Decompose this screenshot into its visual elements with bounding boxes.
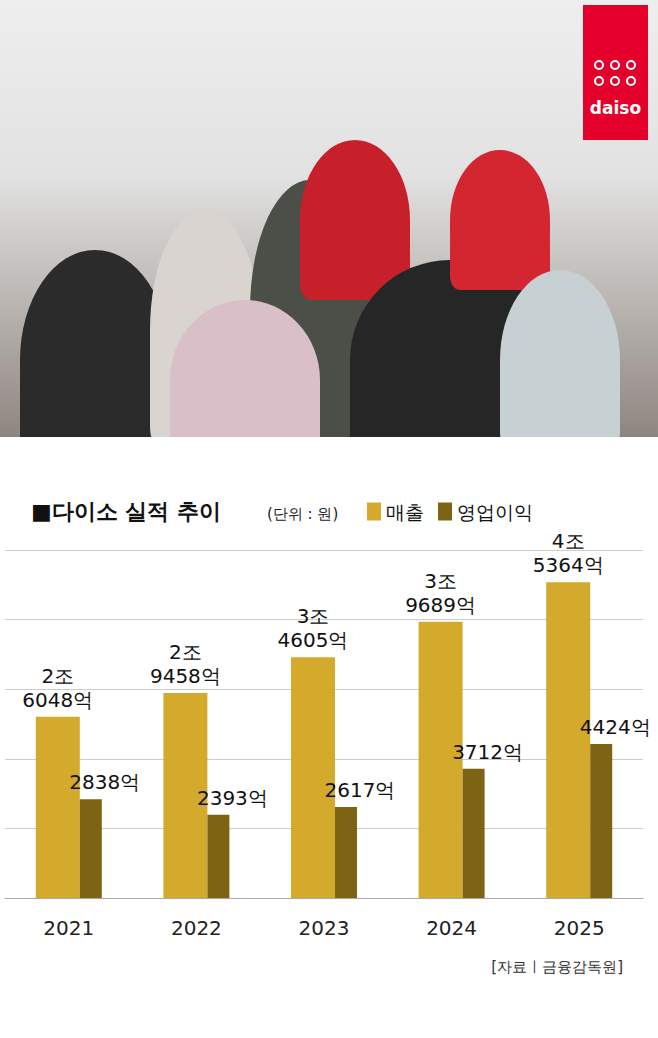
svg-text:5364억: 5364억 [533,553,604,577]
svg-text:2023: 2023 [299,916,350,940]
html-text:daiso: daiso [589,98,642,118]
svg-text:영업이익: 영업이익 [457,501,533,523]
svg-text:3조: 3조 [424,569,457,593]
svg-text:2022: 2022 [171,916,222,940]
svg-text:9689억: 9689억 [405,593,476,617]
svg-text:3조: 3조 [297,604,330,628]
svg-text:3712억: 3712억 [452,740,523,764]
svg-text:2조: 2조 [169,640,202,664]
svg-text:6048억: 6048억 [22,688,93,712]
svg-text:2617억: 2617억 [325,778,396,802]
svg-text:4조: 4조 [552,529,585,553]
svg-text:4605억: 4605억 [278,628,349,652]
svg-text:매출: 매출 [386,501,424,523]
svg-text:2조: 2조 [41,664,74,688]
svg-text:4424억: 4424억 [580,715,651,739]
svg-text:2021: 2021 [43,916,94,940]
svg-text:2025: 2025 [554,916,605,940]
svg-text:2024: 2024 [426,916,477,940]
svg-text:■다이소 실적 추이: ■다이소 실적 추이 [31,499,221,524]
svg-text:9458억: 9458억 [150,664,221,688]
svg-text:2838억: 2838억 [69,770,140,794]
svg-text:(단위 : 원): (단위 : 원) [267,505,338,523]
svg-text:2393억: 2393억 [197,786,268,810]
svg-text:[자료ㅣ금융감독원]: [자료ㅣ금융감독원] [491,958,623,976]
